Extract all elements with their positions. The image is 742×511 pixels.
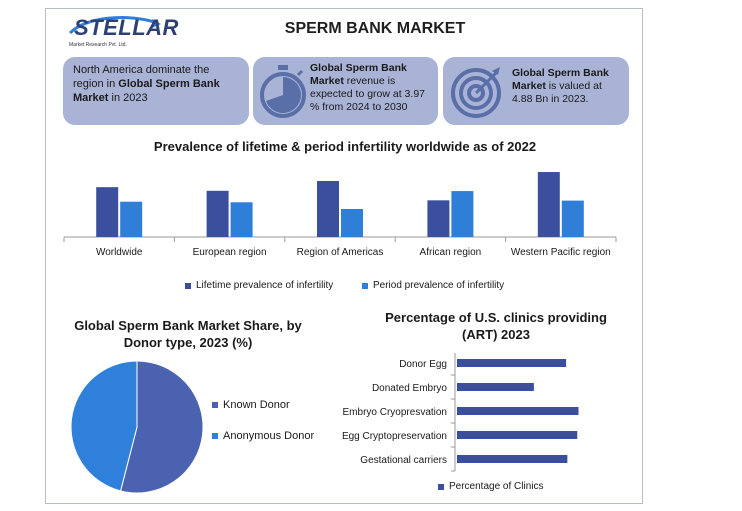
legend-label: Percentage of Clinics [449, 481, 544, 492]
legend-label: Lifetime prevalence of infertility [196, 280, 334, 291]
target-icon [451, 67, 501, 118]
card-bold-text: Global Sperm Bank Market [310, 62, 407, 87]
donor-pie-title: Global Sperm Bank Market Share, by Donor… [74, 318, 302, 350]
legend-swatch [212, 433, 218, 439]
legend-swatch [362, 282, 368, 289]
logo-wordmark: STELLAR [74, 15, 179, 40]
card-text-end: in 2023 [108, 92, 148, 104]
legend-item-percentage-of-clinics: Percentage of Clinics [438, 481, 544, 492]
card-bold-text: Global Sperm Bank Market [73, 78, 220, 104]
legend-swatch [438, 483, 444, 490]
card-bold-text: Global Sperm Bank Market [512, 67, 609, 92]
legend-swatch [212, 402, 218, 408]
card-text: is valued at 4.88 Bn in 2023. [512, 80, 602, 105]
legend-item-anonymous-donor: Anonymous Donor [212, 430, 314, 442]
legend-label: Period prevalence of infertility [373, 280, 505, 291]
logo-swoosh-icon [68, 16, 161, 35]
legend-label: Anonymous Donor [223, 430, 315, 442]
art-clinics-title: Percentage of U.S. clinics providing (AR… [385, 310, 607, 342]
info-card-value: Global Sperm Bank Market is valued at 4.… [443, 57, 629, 125]
card-text: North America dominate the region in [73, 64, 210, 90]
legend-item-period: Period prevalence of infertility [362, 280, 504, 291]
logo-subtitle: Market Research Pvt. Ltd. [69, 42, 127, 48]
page-title: SPERM BANK MARKET [284, 20, 466, 37]
card-text: revenue is expected to grow at 3.97 % fr… [310, 75, 425, 113]
legend-swatch [185, 282, 191, 289]
infertility-chart-title: Prevalence of lifetime & period infertil… [153, 139, 537, 154]
legend-item-lifetime: Lifetime prevalence of infertility [185, 280, 333, 291]
legend-label: Known Donor [223, 399, 290, 411]
stellar-logo: STELLAR Market Research Pvt. Ltd. [66, 13, 178, 53]
legend-item-known-donor: Known Donor [212, 399, 290, 411]
stopwatch-icon [260, 65, 306, 118]
info-card-region: North America dominate the region in Glo… [63, 57, 249, 125]
info-card-growth: Global Sperm Bank Market revenue is expe… [253, 57, 438, 125]
